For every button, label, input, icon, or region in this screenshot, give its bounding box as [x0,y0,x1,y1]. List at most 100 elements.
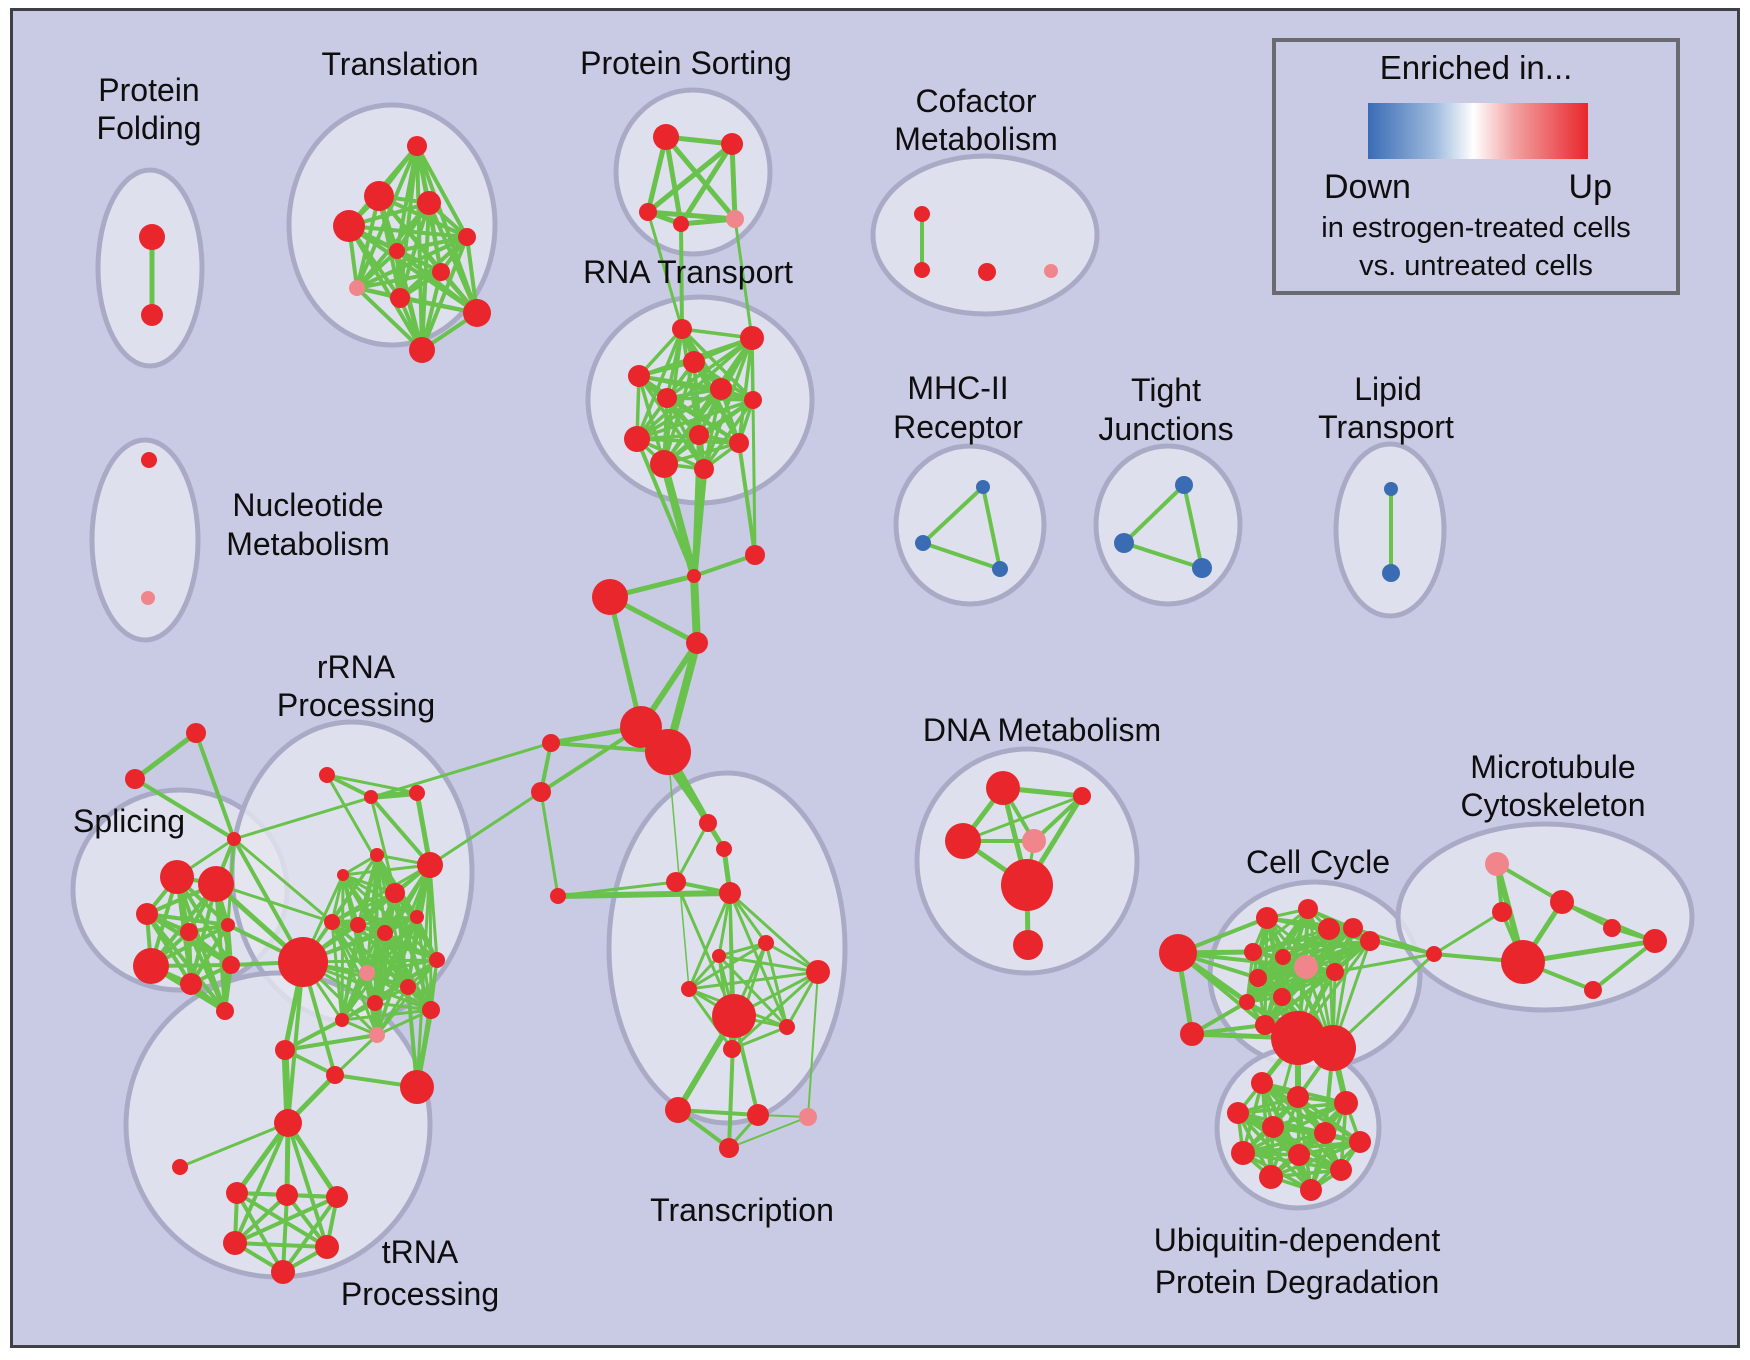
node-tx11[interactable] [747,1104,769,1126]
node-rrB[interactable] [278,937,328,987]
node-cc10[interactable] [1249,969,1267,987]
node-rr6[interactable] [385,883,405,903]
node-mj[interactable] [1426,946,1442,962]
node-h0[interactable] [226,1182,248,1204]
node-r5[interactable] [710,378,732,400]
node-r4[interactable] [657,388,677,408]
node-u5[interactable] [1314,1122,1336,1144]
node-u6[interactable] [1349,1131,1371,1153]
node-r11[interactable] [694,459,714,479]
node-d1[interactable] [1073,787,1091,805]
node-tx7[interactable] [806,960,830,984]
node-t7[interactable] [349,280,365,296]
node-r0[interactable] [672,319,692,339]
node-u4[interactable] [1262,1116,1284,1138]
node-sp1[interactable] [125,769,145,789]
node-cc5[interactable] [1244,943,1262,961]
node-cc0[interactable] [1159,934,1197,972]
node-mt2[interactable] [1603,919,1621,937]
node-dp[interactable] [1022,829,1046,853]
node-rrR[interactable] [400,1070,434,1104]
node-b1[interactable] [915,535,931,551]
node-h4[interactable] [315,1235,339,1259]
node-tx6[interactable] [681,981,697,997]
node-c3[interactable] [1044,264,1058,278]
node-txB[interactable] [712,994,756,1038]
node-r6[interactable] [744,391,762,409]
node-cc3[interactable] [1298,899,1318,919]
node-sp2[interactable] [160,860,194,894]
node-tr1[interactable] [172,1159,188,1175]
node-sp0[interactable] [186,723,206,743]
node-r10[interactable] [650,450,678,478]
node-r3[interactable] [628,365,650,387]
node-rr0[interactable] [319,767,335,783]
node-r9[interactable] [729,433,749,453]
node-g0[interactable] [1175,476,1193,494]
node-cc11[interactable] [1273,988,1291,1006]
node-tr0[interactable] [274,1109,302,1137]
node-u1[interactable] [1287,1086,1309,1108]
node-t1[interactable] [364,181,394,211]
node-s2[interactable] [639,203,657,221]
node-rr8[interactable] [350,917,366,933]
node-rr13[interactable] [367,995,383,1011]
node-sp3[interactable] [198,866,234,902]
node-sp4[interactable] [136,903,158,925]
node-cc9[interactable] [1239,994,1255,1010]
node-l1[interactable] [1382,564,1400,582]
node-rr17[interactable] [275,1040,295,1060]
node-rr3[interactable] [370,848,384,862]
node-m7[interactable] [531,782,551,802]
node-b0[interactable] [976,480,990,494]
node-rr10[interactable] [410,910,424,924]
node-m2[interactable] [745,545,765,565]
node-h1[interactable] [276,1184,298,1206]
node-c2[interactable] [978,263,996,281]
node-s4[interactable] [726,210,744,228]
node-h5[interactable] [271,1260,295,1284]
node-rr7[interactable] [324,914,340,930]
node-tx5[interactable] [712,949,726,963]
node-u0[interactable] [1251,1072,1273,1094]
node-m6[interactable] [542,734,560,752]
node-x1[interactable] [550,888,566,904]
node-m3[interactable] [686,632,708,654]
node-d0[interactable] [986,771,1020,805]
node-cc4[interactable] [1318,918,1340,940]
node-pf0[interactable] [139,224,165,250]
node-t9[interactable] [463,299,491,327]
node-mp[interactable] [1485,852,1509,876]
node-s1[interactable] [721,133,743,155]
node-t10[interactable] [409,337,435,363]
node-u10[interactable] [1259,1165,1283,1189]
node-c0[interactable] [914,206,930,222]
node-t0[interactable] [407,136,427,156]
node-m5[interactable] [645,729,691,775]
node-g1[interactable] [1114,533,1134,553]
node-t3[interactable] [417,191,441,215]
node-r2[interactable] [683,351,705,373]
node-sp7[interactable] [133,948,169,984]
node-h3[interactable] [223,1231,247,1255]
node-tx10[interactable] [665,1097,691,1123]
node-rr12[interactable] [400,979,416,995]
node-mt0[interactable] [1550,890,1574,914]
node-sp8[interactable] [180,973,202,995]
node-cc13[interactable] [1326,963,1344,981]
node-d3[interactable] [1013,930,1043,960]
node-dB[interactable] [1001,859,1053,911]
node-rr15[interactable] [335,1013,349,1027]
node-rr11[interactable] [429,952,445,968]
node-cc8[interactable] [1360,931,1380,951]
node-g2[interactable] [1192,558,1212,578]
node-cc6[interactable] [1275,949,1291,965]
node-mt3[interactable] [1643,929,1667,953]
node-rr14[interactable] [422,1001,440,1019]
node-ccB2[interactable] [1310,1025,1356,1071]
node-rr5[interactable] [417,852,443,878]
node-rr16[interactable] [369,1027,385,1043]
node-mt1[interactable] [1492,902,1512,922]
node-h2[interactable] [326,1186,348,1208]
node-rrP[interactable] [359,965,375,981]
